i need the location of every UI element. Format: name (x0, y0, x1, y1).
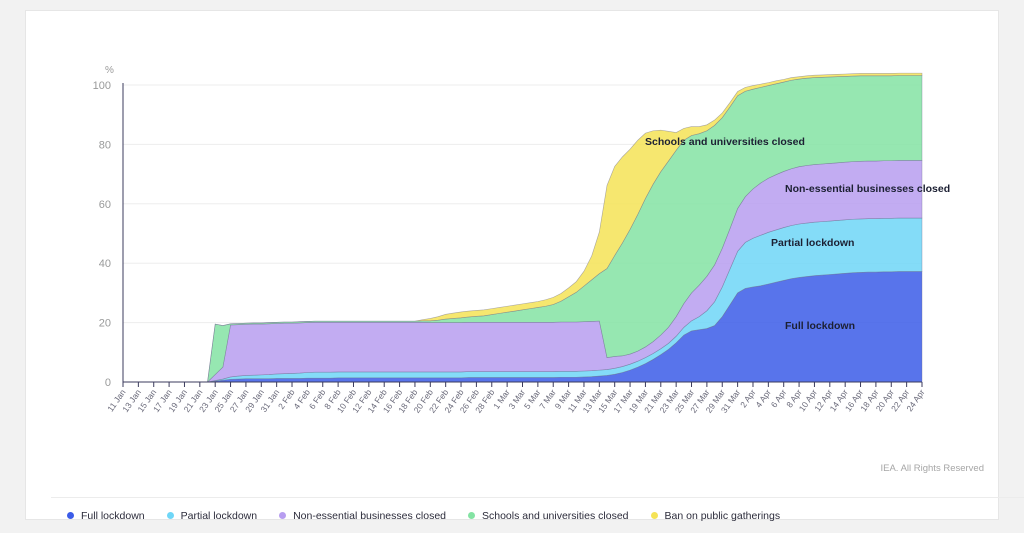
chart-legend: Full lockdown Partial lockdown Non-essenti… (51, 497, 1024, 533)
legend-swatch-icon (166, 512, 174, 519)
series-annotation-label: Schools and universities closed (645, 136, 805, 148)
y-axis-tick-label: 0 (105, 377, 111, 389)
series-annotation-label: Non-essential businesses closed (785, 183, 950, 195)
area-series[interactable] (123, 72, 923, 383)
legend-label: Partial lockdown (180, 509, 258, 522)
y-axis-tick-label: 40 (99, 258, 111, 270)
y-axis-unit-label: % (105, 65, 114, 76)
legend-item[interactable]: Full lockdown (67, 510, 145, 522)
copyright-credit: IEA. All Rights Reserved (880, 463, 985, 474)
series-annotation-label: Full lockdown (785, 320, 855, 332)
x-axis-tick-label: 2 Apr (738, 387, 758, 409)
series-annotation-label: Partial lockdown (771, 237, 854, 249)
x-axis-tick-label: 6 Apr (769, 387, 789, 409)
y-axis-tick-label: 100 (93, 80, 111, 92)
y-axis-tick-label: 60 (99, 199, 111, 211)
chart-plot-area: 0 20 40 60 80 100% 11 Jan 13 Jan 15 Jan 17 Jan 19 … (26, 11, 1000, 451)
legend-swatch-icon (279, 512, 287, 519)
legend-label: Ban on public gatherings (664, 509, 781, 522)
legend-label: Schools and universities closed (482, 509, 629, 522)
y-axis-tick-label: 80 (99, 139, 111, 151)
x-axis-tick-label: 4 Apr (753, 387, 773, 409)
legend-item[interactable]: Non-essential businesses closed (279, 510, 446, 522)
legend-swatch-icon (650, 512, 658, 519)
legend-label: Full lockdown (81, 509, 145, 522)
legend-swatch-icon (468, 512, 475, 519)
y-axis-tick-label: 20 (99, 318, 111, 330)
legend-item[interactable]: Ban on public gatherings (650, 509, 781, 522)
legend-swatch-icon (67, 512, 74, 519)
legend-item[interactable]: Schools and universities closed (468, 510, 629, 522)
chart-card: 0 20 40 60 80 100% 11 Jan 13 Jan 15 Jan 17 Jan 19 … (25, 10, 1024, 522)
legend-label: Non-essential businesses closed (293, 509, 446, 522)
legend-item[interactable]: Partial lockdown (166, 509, 258, 522)
